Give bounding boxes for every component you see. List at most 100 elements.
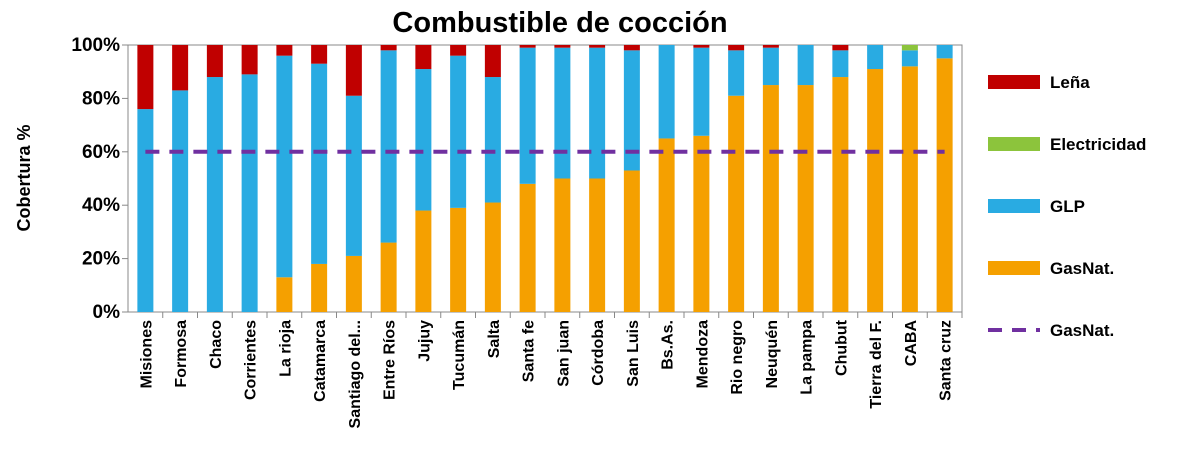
x-tick-label: Santa fe [521, 320, 538, 382]
x-tick-label: Corrientes [243, 320, 260, 400]
bar-segment [693, 47, 710, 136]
chart-title: Combustible de cocción [392, 7, 727, 39]
bar-segment [728, 45, 745, 51]
bar-segment [867, 69, 884, 312]
bar-segment [936, 45, 953, 59]
x-tick-label: Santa cruz [938, 320, 955, 401]
legend-label: Electricidad [1050, 135, 1146, 154]
bar-segment [554, 178, 571, 312]
bar-segment [241, 45, 258, 75]
bar-segment [276, 45, 293, 56]
bar-segment [276, 277, 293, 312]
legend-label: GasNat. [1050, 321, 1114, 340]
x-tick-label: La pampa [799, 320, 816, 395]
bar-segment [345, 95, 362, 256]
x-tick-label: Misiones [138, 320, 155, 389]
x-tick-label: CABA [903, 320, 920, 367]
legend-swatch [988, 75, 1040, 89]
bar-segment [137, 109, 154, 312]
bar-segment [762, 45, 779, 48]
bar-segment [345, 45, 362, 96]
x-tick-label: Tierra del F. [868, 320, 885, 409]
x-tick-label: Bs.As. [660, 320, 677, 370]
bar-segment [623, 170, 640, 312]
legend-label: Leña [1050, 73, 1090, 92]
bar-segment [380, 242, 397, 312]
bar-segment [658, 45, 675, 139]
y-tick-label: 80% [82, 88, 120, 109]
bar-segment [276, 55, 293, 278]
bar-segment [311, 263, 328, 312]
bar-segment [415, 210, 432, 312]
bar-segment [450, 55, 467, 208]
bar-segment [484, 45, 501, 78]
bar-segment [832, 50, 849, 78]
bar-segment [380, 45, 397, 51]
bar-segment [589, 47, 606, 179]
bar-segment [554, 47, 571, 179]
x-tick-label: Chubut [833, 319, 850, 376]
y-tick-label: 40% [82, 195, 120, 216]
bar-segment [415, 69, 432, 211]
bar-segment [797, 85, 814, 312]
bar-segment [137, 45, 154, 110]
y-tick-label: 60% [82, 142, 120, 163]
bar-segment [450, 45, 467, 56]
bar-segment [450, 207, 467, 312]
bar-segment [901, 50, 918, 67]
x-tick-label: Santiago del... [347, 320, 364, 428]
x-tick-label: Chaco [208, 320, 225, 369]
x-tick-label: La rioja [277, 320, 294, 377]
bar-segment [623, 50, 640, 171]
x-tick-label: Jujuy [416, 320, 433, 362]
bar-segment [901, 66, 918, 312]
x-tick-label: Córdoba [590, 320, 607, 386]
bar-segment [172, 90, 189, 312]
y-axis-label: Cobertura % [14, 124, 34, 231]
bar-segment [728, 95, 745, 312]
bar-segment [519, 183, 536, 312]
bar-segment [832, 45, 849, 51]
bar-segment [519, 47, 536, 184]
x-tick-label: Catamarca [312, 320, 329, 402]
y-tick-label: 20% [82, 249, 120, 270]
bar-segment [589, 178, 606, 312]
bar-segment [345, 255, 362, 312]
y-tick-label: 100% [71, 35, 120, 56]
x-tick-label: Entre Ríos [382, 320, 399, 400]
legend-swatch [988, 261, 1040, 275]
bar-segment [519, 45, 536, 48]
bar-segment [832, 77, 849, 312]
x-tick-label: Mendoza [694, 320, 711, 389]
bar-segment [797, 45, 814, 86]
bar-segment [762, 85, 779, 312]
bar-segment [623, 45, 640, 51]
bar-segment [415, 45, 432, 70]
bar-segment [484, 202, 501, 312]
bar-segment [554, 45, 571, 48]
x-tick-label: Formosa [173, 320, 190, 388]
x-tick-label: Tucumán [451, 320, 468, 390]
x-tick-label: San juan [555, 320, 572, 387]
bar-segment [658, 138, 675, 312]
bar-segment [241, 74, 258, 313]
x-tick-label: San Luis [625, 320, 642, 387]
bar-segment [936, 58, 953, 312]
x-tick-label: Salta [486, 320, 503, 358]
legend-label: GasNat. [1050, 259, 1114, 278]
bar-segment [589, 45, 606, 48]
bar-segment [484, 77, 501, 203]
bar-segment [206, 45, 223, 78]
bar-segment [693, 135, 710, 312]
bar-segment [901, 45, 918, 51]
bar-segment [693, 45, 710, 48]
x-tick-label: Neuquén [764, 320, 781, 388]
bar-segment [867, 45, 884, 70]
bar-segment [380, 50, 397, 243]
bar-segment [206, 77, 223, 312]
bar-segment [762, 47, 779, 86]
legend-swatch [988, 137, 1040, 151]
y-tick-label: 0% [93, 302, 121, 323]
bar-segment [172, 45, 189, 91]
